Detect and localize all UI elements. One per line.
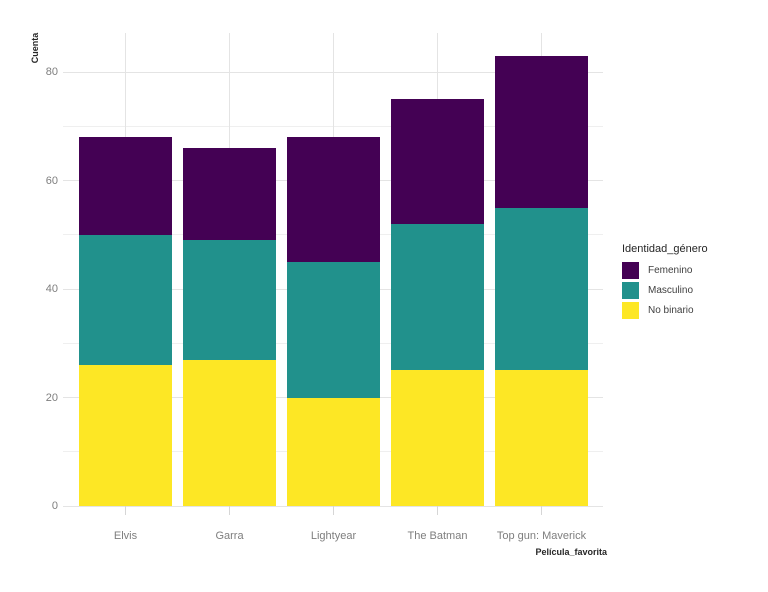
bar-segment-femenino [79,137,172,235]
bar-segment-femenino [391,99,484,224]
bar-segment-no-binario [287,397,380,506]
legend-label: No binario [648,305,694,316]
legend-swatch-femenino [622,262,639,279]
bar-segment-femenino [183,147,276,241]
y-axis-title: Cuenta [30,32,40,64]
bar-segment-no-binario [495,370,588,506]
bar-segment-no-binario [79,364,172,506]
x-tick-label: The Batman [407,530,468,542]
y-tick-label: 0 [51,500,58,512]
x-tick-mark [125,506,126,515]
x-axis-title: Película_favorita [535,547,607,557]
bar-segment-femenino [287,137,380,262]
legend: Identidad_género Femenino Masculino No bin… [622,243,762,333]
x-tick-mark [333,506,334,515]
bar-segment-no-binario [391,370,484,506]
y-tick-label: 40 [45,283,58,295]
bar-segment-femenino [495,55,588,208]
y-tick-label: 20 [45,391,58,404]
x-tick-label: Lightyear [310,530,357,542]
legend-title: Identidad_género [622,243,708,255]
legend-label: Femenino [648,265,693,276]
bar-segment-masculino [391,223,484,371]
bar-segment-masculino [183,240,276,360]
y-tick-label: 80 [45,66,58,78]
x-tick-mark [437,506,438,515]
bar-segment-masculino [287,261,380,398]
x-tick-label: Top gun: Maverick [496,530,587,542]
bar-segment-masculino [79,234,172,365]
bar-segment-no-binario [183,359,276,506]
legend-swatch-no-binario [622,302,639,319]
legend-swatch-masculino [622,282,639,299]
bar-segment-masculino [495,207,588,371]
x-tick-mark [541,506,542,515]
legend-label: Masculino [648,285,694,296]
x-tick-mark [229,506,230,515]
y-tick-label: 60 [45,174,58,187]
x-tick-label: Garra [215,530,244,542]
x-tick-label: Elvis [113,530,138,542]
